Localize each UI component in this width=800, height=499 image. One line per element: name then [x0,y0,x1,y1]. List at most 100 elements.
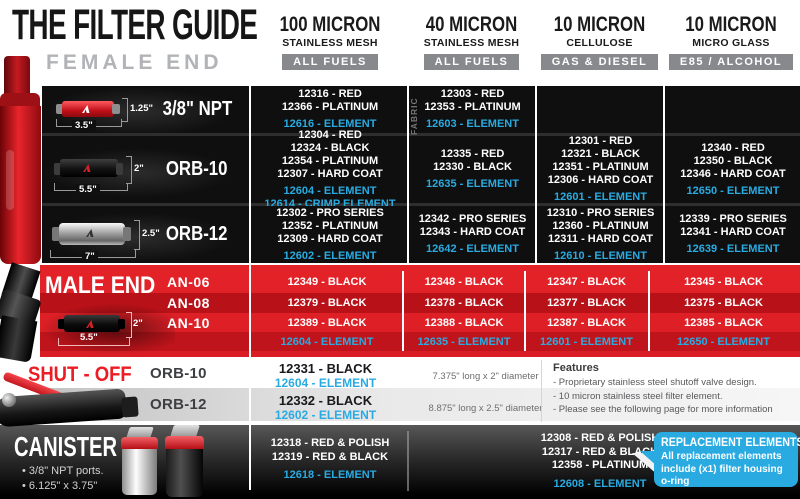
features-list: - Proprietary stainless steel shutoff va… [553,377,773,415]
row-label: AN-08 [167,295,210,311]
parts-cell: 12340 - RED 12350 - BLACK 12346 - HARD COA… [680,141,786,197]
part-number: 12347 - BLACK [547,276,626,288]
row-label: ORB-12 [166,223,228,245]
part-number: 12377 - BLACK [547,297,626,309]
element-number: 12650 - ELEMENT [677,335,770,348]
valve-outlet [121,396,139,418]
part-number: 12331 - BLACK [278,361,373,376]
table-row-orb12: 2.5" 7" ORB-12 12302 - PRO SERIES 12352 -… [42,206,800,263]
row-label: ORB-12 [150,396,207,413]
element-number: 12604 - ELEMENT [274,376,377,390]
column-header-100-micron: 100 MICRON STAINLESS MESH ALL FUELS [255,14,405,70]
female-end-table: 1.25" 3.5" 3/8" NPT 12316 - RED 12366 - P… [42,86,800,263]
column-header-10-micron-cellulose: 10 MICRON CELLULOSE GAS & DIESEL [536,14,663,70]
dim-length-label: 5.5" [76,184,100,195]
part-number: 12379 - BLACK [287,297,367,309]
column-media: MICRO GLASS [692,37,770,49]
row-band [40,293,800,313]
dim-length-label: 3.5" [72,120,96,131]
label-column-divider [249,86,251,490]
dim-bracket [58,338,130,346]
part-number: 12388 - BLACK [424,316,504,329]
canister-specs: • 3/8" NPT ports. • 6.125" x 3.75" [22,465,104,492]
column-divider [407,431,409,491]
fabric-watermark: FABRIC [409,97,419,135]
element-number: 12604 - ELEMENT [280,335,374,348]
features-block: Features - Proprietary stainless steel s… [553,362,773,417]
page-title: THE FILTER GUIDE [12,1,258,49]
male-end-section: MALE END 2" 5.5" AN-06 12349 - BLACK 123… [40,265,800,357]
part-number: 12378 - BLACK [424,297,504,309]
parts-cell: 12331 - BLACK 12604 - ELEMENT [243,361,408,390]
column-micron: 10 MICRON [553,13,646,36]
part-number: 12375 - BLACK [684,297,763,309]
size-note: 7.375" long x 2" diameter [432,371,539,382]
table-row-npt: 1.25" 3.5" 3/8" NPT 12316 - RED 12366 - P… [42,86,800,133]
row-label: AN-06 [167,274,210,290]
dim-bracket [134,220,140,250]
column-micron: 10 MICRON [685,13,777,36]
parts-cell-empty [540,86,661,133]
row-band [40,332,800,351]
parts-cell: 12304 - RED 12324 - BLACK 12354 - PLATINUM… [264,128,396,210]
parts-cell: 12335 - RED 12330 - BLACK 12635 - ELEMENT [426,148,519,190]
dim-bracket [126,156,132,184]
column-media: STAINLESS MESH [423,37,520,49]
part-number: 12389 - BLACK [287,316,367,329]
table-row-an08: AN-08 12379 - BLACK 12378 - BLACK 12377 … [40,293,800,313]
table-row-an06: AN-06 12349 - BLACK 12348 - BLACK 12347 … [40,271,800,293]
part-number: 12348 - BLACK [424,276,504,288]
callout-body: All replacement elements include (x1) fi… [661,451,783,487]
size-note: 8.875" long x 2.5" diameter [428,403,543,414]
brand-logo-icon [86,229,94,237]
fuel-badge: ALL FUELS [282,54,378,70]
dim-bracket [126,312,132,338]
parts-cell: 12310 - PRO SERIES 12360 - PLATINUM 12311 … [546,206,655,262]
column-divider [402,271,404,351]
element-number: 12601 - ELEMENT [540,335,633,348]
part-number: 12332 - BLACK [278,393,373,408]
column-divider [407,86,409,263]
part-number: 12349 - BLACK [287,276,367,288]
row-label: 3/8" NPT [162,98,232,120]
parts-cell: 12301 - RED 12321 - BLACK 12351 - PLATINUM… [547,135,654,203]
part-number: 12345 - BLACK [684,276,763,288]
element-number: 12602 - ELEMENT [274,408,377,422]
row-label: ORB-10 [150,365,207,382]
dim-length-label: 7" [82,251,98,262]
male-end-label: MALE END [45,272,156,299]
parts-cell: 12339 - PRO SERIES 12341 - HARD COAT 1263… [679,213,787,255]
fuel-badge: E85 / ALCOHOL [668,54,794,70]
brand-logo-icon [86,320,94,328]
table-row-an10: AN-10 12389 - BLACK 12388 - BLACK 12387 … [40,313,800,332]
row-band [40,388,800,421]
column-divider [663,86,665,263]
callout-tail [640,451,658,467]
column-header-40-micron: 40 MICRON STAINLESS MESH ALL FUELS [408,14,535,70]
replacement-elements-callout: REPLACEMENT ELEMENTS All replacement ele… [654,432,800,487]
callout-title: REPLACEMENT ELEMENTS [661,437,800,449]
table-row-elements: 12604 - ELEMENT 12635 - ELEMENT 12601 - … [40,332,800,351]
part-number: 12387 - BLACK [547,316,626,329]
column-media: STAINLESS MESH [282,37,378,49]
dim-height-label: 1.25" [130,103,153,114]
brand-logo-icon [82,105,90,113]
column-micron: 100 MICRON [279,13,381,36]
column-divider [648,271,650,351]
parts-cell: 12316 - RED 12366 - PLATINUM 12616 - ELEM… [281,88,379,130]
column-divider [524,271,526,351]
features-title: Features [553,362,599,374]
part-number: 12385 - BLACK [684,316,763,329]
parts-cell: 12318 - RED & POLISH 12319 - RED & BLACK … [270,437,390,481]
brand-logo-icon [83,164,91,172]
parts-cell: 12342 - PRO SERIES 12343 - HARD COAT 1264… [418,213,527,255]
valve-pivot [2,393,16,407]
table-row-orb10: 2" 5.5" ORB-10 12304 - RED 12324 - BLACK 1… [42,128,800,210]
parts-cell: 12308 - RED & POLISH 12317 - RED & BLACK 1… [540,432,660,490]
dim-height-label: 2" [133,318,143,329]
dim-length-label: 5.5" [80,332,98,343]
column-micron: 40 MICRON [425,13,518,36]
row-label: AN-10 [167,314,210,331]
parts-cell: 12303 - RED 12353 - PLATINUM 12603 - ELEM… [424,88,521,130]
